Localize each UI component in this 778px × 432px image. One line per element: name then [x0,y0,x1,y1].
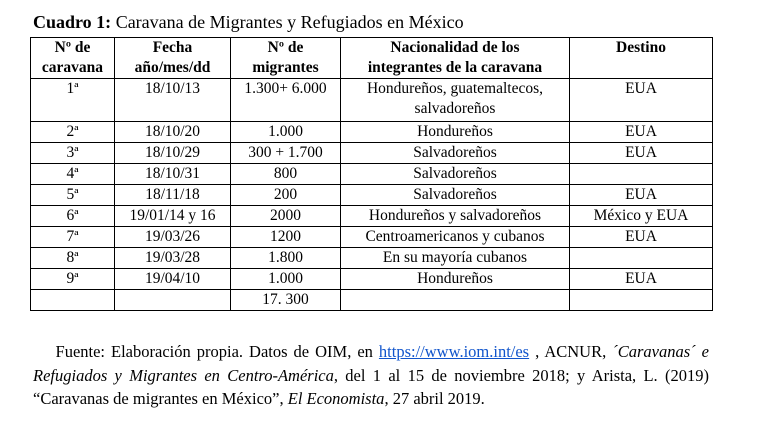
table-cell: 9ª [30,268,115,290]
header-line: Destino [616,39,666,56]
table-cell: 200 [230,184,341,206]
table-cell: EUA [569,142,713,164]
table-cell: EUA [569,78,713,122]
table-row: 9ª 19/04/10 1.000 Hondureños EUA [30,268,713,290]
table-cell: 19/04/10 [114,268,231,290]
table-caption: Cuadro 1: Caravana de Migrantes y Refugi… [33,12,464,33]
source-text: Fuente: Elaboración propia. Datos de OIM… [55,342,379,361]
source-publication: El Economista [287,389,385,408]
source-text: , ACNUR, [529,342,613,361]
table-cell: 18/10/13 [114,78,231,122]
table-cell: 4ª [30,163,115,185]
table-cell: 5ª [30,184,115,206]
table-cell [569,163,713,185]
table-cell: 18/10/31 [114,163,231,185]
table-cell [569,247,713,269]
table-cell: Centroamericanos y cubanos [340,226,570,248]
caravan-table: Nº de caravana Fecha año/mes/dd Nº de migrant… [30,37,713,311]
table-cell: Hondureños [340,268,570,290]
table-row: 7ª 19/03/26 1200 Centroamericanos y cubanos… [30,226,713,248]
header-line: Fecha [152,39,193,56]
table-cell: 7ª [30,226,115,248]
table-cell: 18/10/29 [114,142,231,164]
table-cell [114,289,231,311]
table-cell: Hondureños, guatemaltecos, salvadoreños [340,78,570,122]
table-cell: Salvadoreños [340,163,570,185]
table-cell: 19/03/26 [114,226,231,248]
table-cell: 800 [230,163,341,185]
table-cell: EUA [569,121,713,143]
column-header: Destino [569,37,713,79]
header-line: Nº de [267,39,304,56]
table-cell: 17. 300 [230,289,341,311]
table-cell: 1.000 [230,121,341,143]
table-row: 4ª 18/10/31 800 Salvadoreños [30,163,713,185]
table-cell: 1.300+ 6.000 [230,78,341,122]
table-cell: 1.800 [230,247,341,269]
table-cell: EUA [569,268,713,290]
caption-text: Caravana de Migrantes y Refugiados en Mé… [111,12,464,32]
header-line: Nacionalidad de los [390,39,520,56]
source-text: , 27 abril 2019. [384,389,485,408]
table-cell: 1.000 [230,268,341,290]
table-cell: Salvadoreños [340,142,570,164]
table-cell: EUA [569,226,713,248]
caption-label: Cuadro 1: [33,12,112,32]
table-cell: 1ª [30,78,115,122]
table-cell: Hondureños [340,121,570,143]
table-cell: EUA [569,184,713,206]
table-cell: 18/11/18 [114,184,231,206]
table-row: 8ª 19/03/28 1.800 En su mayoría cubanos [30,247,713,269]
table-cell: En su mayoría cubanos [340,247,570,269]
header-row: Nº de caravana Fecha año/mes/dd Nº de migrant… [30,37,713,79]
table-cell: México y EUA [569,205,713,227]
header-line: caravana [41,59,104,76]
source-text: , del 1 al 15 de noviembre 2018; y Arist… [33,365,709,409]
table-row: 17. 300 [30,289,713,311]
table-row: 6ª 19/01/14 y 16 2000 Hondureños y salvador… [30,205,713,227]
table-cell: 1200 [230,226,341,248]
table-cell [569,289,713,311]
header-line: integrantes de la caravana [367,59,543,76]
table-cell: 2000 [230,205,341,227]
table-cell: 6ª [30,205,115,227]
table-cell: 18/10/20 [114,121,231,143]
iom-link[interactable]: https://www.iom.int/es [378,342,530,361]
source-title: ´Caravanas´ e Refugiados y Migrantes en … [33,342,709,385]
table-cell: 8ª [30,247,115,269]
table-cell: Hondureños y salvadoreños [340,205,570,227]
table-cell: 2ª [30,121,115,143]
column-header: Nº de caravana [30,37,115,79]
table-cell: 300 + 1.700 [230,142,341,164]
header-line: año/mes/dd [134,59,211,76]
table-cell [30,289,115,311]
table-row: 5ª 18/11/18 200 Salvadoreños EUA [30,184,713,206]
header-line: Nº de [54,39,91,56]
source-note: Fuente: Elaboración propia. Datos de OIM… [33,340,709,411]
table-cell [340,289,570,311]
column-header: Fecha año/mes/dd [114,37,231,79]
header-line: migrantes [252,59,319,76]
table-row: 2ª 18/10/20 1.000 Hondureños EUA [30,121,713,143]
table-cell: 3ª [30,142,115,164]
table-row: 3ª 18/10/29 300 + 1.700 Salvadoreños EUA [30,142,713,164]
column-header: Nacionalidad de los integrantes de la car… [340,37,570,79]
table-row: 1ª 18/10/13 1.300+ 6.000 Hondureños, guatem… [30,78,713,122]
table-cell: 19/03/28 [114,247,231,269]
table-cell: Salvadoreños [340,184,570,206]
column-header: Nº de migrantes [230,37,341,79]
table-cell: 19/01/14 y 16 [114,205,231,227]
